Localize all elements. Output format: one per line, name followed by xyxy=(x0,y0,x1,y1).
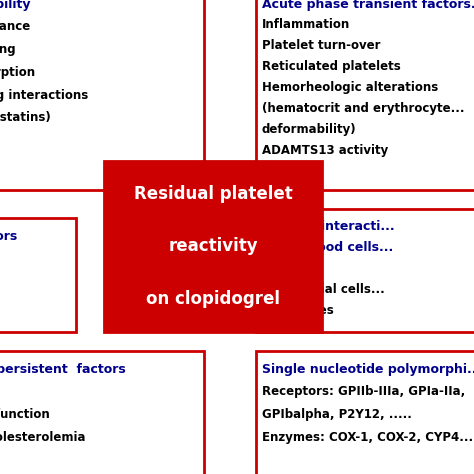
Text: Receptors: GPIIb-IIIa, GPIa-IIa,: Receptors: GPIIb-IIIa, GPIa-IIa, xyxy=(262,385,465,398)
Bar xyxy=(256,351,474,474)
Text: Reticulated platelets: Reticulated platelets xyxy=(262,60,401,73)
Text: Endothelial cells...: Endothelial cells... xyxy=(262,283,384,296)
Bar xyxy=(104,161,322,332)
Bar xyxy=(0,351,204,474)
Text: Residual platelet

reactivity

on clopidogrel: Residual platelet reactivity on clopidog… xyxy=(134,185,292,308)
Text: Platelet interacti...: Platelet interacti... xyxy=(262,220,394,233)
Text: other blood cells...: other blood cells... xyxy=(262,241,393,254)
Text: ...olesterolemia: ...olesterolemia xyxy=(0,431,86,444)
Text: ...function: ...function xyxy=(0,408,51,421)
Text: (hematocrit and erythrocyte...: (hematocrit and erythrocyte... xyxy=(262,102,464,115)
Text: deformability): deformability) xyxy=(262,123,356,136)
Text: ...ors: ...ors xyxy=(0,230,18,243)
Text: GPIbalpha, P2Y12, .....: GPIbalpha, P2Y12, ..... xyxy=(262,408,411,421)
Text: Platelet turn-over: Platelet turn-over xyxy=(262,39,380,52)
Text: monocytes: monocytes xyxy=(262,304,333,317)
Text: Hemorheologic alterations: Hemorheologic alterations xyxy=(262,81,438,94)
Text: Inflammation: Inflammation xyxy=(262,18,350,31)
Text: Acute phase transient factors...: Acute phase transient factors... xyxy=(262,0,474,10)
Bar xyxy=(256,209,474,332)
Text: Single nucleotide polymorphi...: Single nucleotide polymorphi... xyxy=(262,363,474,375)
Bar xyxy=(0,218,76,332)
Text: ...-statins): ...-statins) xyxy=(0,111,52,124)
Text: ...rption: ...rption xyxy=(0,66,36,79)
Text: ...bility: ...bility xyxy=(0,0,31,10)
Text: ...ing: ...ing xyxy=(0,43,17,56)
Bar xyxy=(0,0,204,190)
Text: ...iance: ...iance xyxy=(0,20,31,33)
Bar xyxy=(256,0,474,190)
Text: ADAMTS13 activity: ADAMTS13 activity xyxy=(262,144,388,156)
Text: ...persistent  factors: ...persistent factors xyxy=(0,363,126,375)
Text: ...g interactions: ...g interactions xyxy=(0,89,88,101)
Text: Enzymes: COX-1, COX-2, CYP4...: Enzymes: COX-1, COX-2, CYP4... xyxy=(262,431,473,444)
